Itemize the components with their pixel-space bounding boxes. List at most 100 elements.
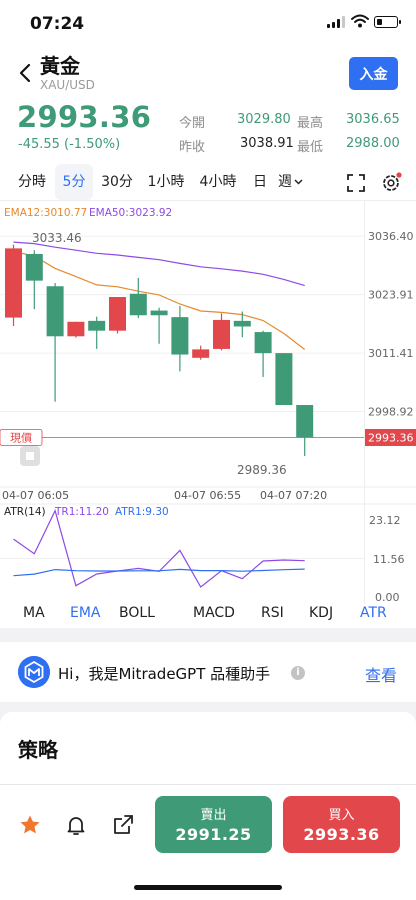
symbol-label: XAU/USD [40, 78, 95, 92]
sell-price: 2991.25 [175, 825, 252, 844]
candle-body-12 [254, 332, 272, 354]
candle-body-0 [5, 248, 22, 318]
atr-legend-tr: TR1:11.20 [54, 506, 109, 518]
indicator-atr[interactable]: ATR [360, 605, 387, 621]
atr-tick-max: 23.12 [369, 514, 401, 527]
candle-body-2 [46, 286, 64, 337]
share-icon[interactable] [111, 813, 135, 837]
candle-body-6 [129, 293, 147, 316]
high-value: 3036.65 [346, 112, 400, 127]
star-favorite-icon[interactable] [18, 813, 42, 837]
deposit-button[interactable]: 入金 [349, 57, 398, 90]
timeframe-tabs: 分時 5分 30分 1小時 4小時 日 週 [0, 164, 416, 200]
tab-5min[interactable]: 5分 [55, 164, 93, 200]
candle-body-14 [296, 405, 314, 438]
candle-body-11 [233, 320, 251, 327]
fullscreen-icon[interactable] [345, 172, 367, 194]
time-tick-0: 04-07 06:05 [2, 489, 69, 502]
candle-body-13 [275, 353, 293, 406]
chevron-down-icon [294, 179, 303, 185]
atr-tick-mid: 11.56 [373, 553, 405, 566]
quote-panel: 07:24 黃金 XAU/USD 入金 2993.36 -45.55 (-1.5… [0, 0, 416, 628]
indicator-boll[interactable]: BOLL [119, 605, 155, 621]
atr-legend-name: ATR(14) [4, 506, 46, 518]
price-axis: 3036.40 3023.91 3011.41 2998.92 [368, 230, 414, 418]
tab-day[interactable]: 日 [253, 174, 267, 190]
settings-gear-icon[interactable] [380, 172, 402, 194]
time-tick-1: 04-07 06:55 [174, 489, 241, 502]
buy-label: 買入 [328, 808, 355, 823]
buy-button[interactable]: 買入 2993.36 [283, 796, 400, 853]
indicator-kdj[interactable]: KDJ [309, 605, 334, 621]
candle-body-7 [150, 310, 168, 316]
open-label: 今開 [179, 116, 206, 131]
indicator-ema[interactable]: EMA [70, 605, 101, 621]
atr-tick-min: 0.00 [375, 591, 400, 604]
candle-body-8 [171, 317, 189, 355]
tab-week[interactable]: 週 [278, 164, 312, 200]
candle-body-4 [88, 320, 106, 331]
buy-price: 2993.36 [303, 825, 380, 844]
signal-icon [327, 16, 345, 28]
bottom-trade-bar: 賣出 2991.25 買入 2993.36 [0, 784, 416, 900]
prev-close-value: 3038.91 [240, 136, 294, 151]
current-price-axis-value: 2993.36 [368, 431, 414, 444]
indicator-rsi[interactable]: RSI [261, 605, 284, 621]
battery-icon [374, 16, 401, 28]
tab-4hour[interactable]: 4小時 [199, 174, 237, 190]
low-label: 最低 [297, 140, 324, 155]
tr-line [13, 509, 305, 588]
sell-button[interactable]: 賣出 2991.25 [155, 796, 272, 853]
tab-1min[interactable]: 分時 [18, 174, 46, 190]
indicator-macd[interactable]: MACD [193, 605, 235, 621]
status-time: 07:24 [30, 14, 85, 34]
price-tick-0: 3036.40 [368, 230, 414, 243]
price-chart[interactable]: EMA12:3010.77 EMA50:3023.92 3036.40 3023.… [0, 200, 416, 604]
time-tick-2: 04-07 07:20 [260, 489, 327, 502]
current-price-tag [0, 429, 43, 446]
strategy-title: 策略 [18, 738, 58, 762]
tab-30min[interactable]: 30分 [101, 174, 133, 190]
ema12-line [13, 250, 306, 350]
drawing-tool-glyph [26, 452, 34, 460]
candle-body-5 [109, 297, 126, 331]
current-price: 2993.36 [17, 100, 152, 134]
chart-grid [0, 200, 365, 604]
prev-close-label: 昨收 [179, 140, 206, 155]
wifi-icon [351, 14, 369, 28]
indicator-ma[interactable]: MA [23, 605, 45, 621]
assistant-greeting: Hi，我是MitradeGPT 品種助手 [58, 665, 271, 683]
indicator-tabs: MA EMA BOLL MACD RSI KDJ ATR [0, 600, 416, 630]
atr-lines [0, 509, 364, 588]
ema50-line [13, 241, 305, 287]
atr-legend-atr: ATR1:9.30 [115, 506, 169, 518]
bell-alert-icon[interactable] [64, 813, 88, 837]
candles [5, 244, 314, 457]
ema50-legend: EMA50:3023.92 [89, 207, 172, 219]
page-title: 黃金 [40, 54, 80, 78]
sell-label: 賣出 [200, 808, 227, 823]
status-bar: 07:24 [0, 0, 416, 48]
price-tick-2: 3011.41 [368, 347, 414, 360]
candle-body-1 [25, 253, 43, 281]
min-price-label: 2989.36 [237, 463, 287, 477]
open-value: 3029.80 [237, 112, 291, 127]
view-link[interactable]: 查看 [365, 666, 398, 685]
tab-1hour[interactable]: 1小時 [147, 174, 185, 190]
ema12-legend: EMA12:3010.77 [4, 207, 87, 219]
ema-lines [13, 241, 306, 350]
atr-line [13, 568, 305, 577]
high-label: 最高 [297, 116, 324, 131]
mitrade-gpt-logo-icon [18, 656, 50, 688]
tab-week-label: 週 [278, 174, 292, 190]
info-icon[interactable]: i [291, 666, 305, 680]
home-indicator [134, 885, 282, 890]
candle-body-10 [213, 319, 230, 349]
gpt-assistant-banner[interactable]: Hi，我是MitradeGPT 品種助手 i 查看 [0, 642, 416, 702]
current-price-tag-label: 現價 [10, 430, 32, 444]
price-tick-3: 2998.92 [368, 405, 414, 418]
candle-body-3 [67, 321, 85, 337]
price-change: -45.55 (-1.50%) [18, 137, 121, 152]
back-arrow-icon[interactable] [15, 62, 37, 84]
max-price-label: 3033.46 [32, 231, 82, 245]
